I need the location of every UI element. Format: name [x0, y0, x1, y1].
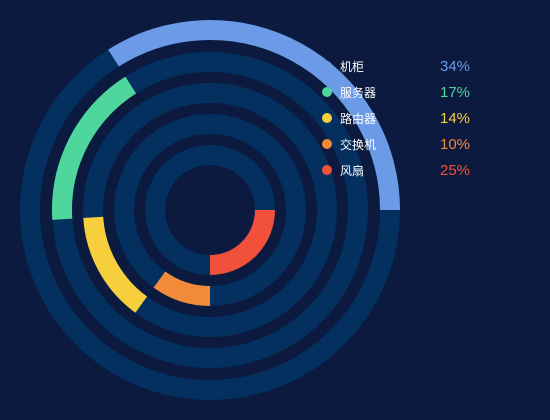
legend-label: 路由器 — [340, 111, 377, 126]
legend-item-router[interactable]: 路由器 14% — [322, 105, 512, 131]
legend-label: 服务器 — [340, 85, 377, 100]
legend-label: 风扇 — [340, 163, 365, 178]
ring-segment-4[interactable] — [153, 271, 211, 306]
legend-value: 14% — [440, 109, 471, 127]
ring-segment-5[interactable] — [209, 209, 275, 275]
legend-dot — [322, 87, 332, 97]
legend-dot — [322, 61, 332, 71]
legend-label: 交换机 — [340, 137, 377, 152]
legend-item-fan[interactable]: 风扇 25% — [322, 157, 512, 183]
legend-value: 10% — [440, 135, 471, 153]
legend-dot — [322, 139, 332, 149]
legend-dot — [322, 113, 332, 123]
legend: 机柜 34% 服务器 17% 路由器 14% 交换机 10% 风扇 25% — [322, 53, 512, 183]
legend-label: 机柜 — [340, 59, 365, 74]
legend-item-switch[interactable]: 交换机 10% — [322, 131, 512, 157]
ring-track — [83, 83, 337, 337]
legend-item-cabinet[interactable]: 机柜 34% — [322, 53, 512, 79]
ring-arcs — [52, 20, 400, 313]
legend-item-server[interactable]: 服务器 17% — [322, 79, 512, 105]
legend-dot — [322, 165, 332, 175]
ring-segment-3[interactable] — [83, 216, 148, 313]
legend-value: 25% — [440, 161, 471, 179]
ring-segment-2[interactable] — [52, 76, 137, 220]
ring-segment-1[interactable] — [108, 20, 400, 211]
legend-value: 34% — [440, 57, 471, 75]
legend-value: 17% — [440, 83, 471, 101]
